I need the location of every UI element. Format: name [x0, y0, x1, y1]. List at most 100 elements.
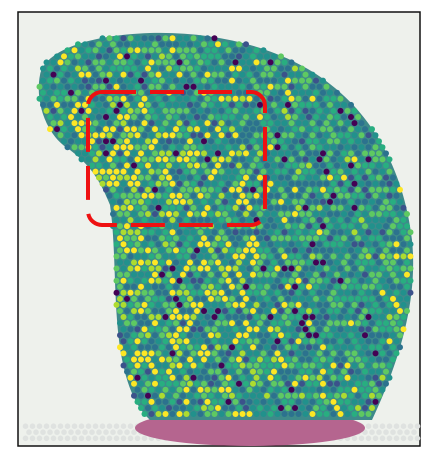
- spot: [159, 211, 165, 217]
- spot: [348, 320, 354, 326]
- spot: [296, 193, 302, 199]
- spot: [355, 332, 361, 338]
- spot: [271, 114, 277, 120]
- spot: [243, 163, 249, 169]
- spot: [128, 326, 134, 332]
- spot: [240, 72, 246, 78]
- spot: [121, 120, 127, 126]
- spot: [198, 96, 204, 102]
- spot: [236, 187, 242, 193]
- spot: [173, 272, 179, 278]
- spot: [359, 217, 365, 223]
- spot: [191, 169, 197, 175]
- spot: [303, 278, 309, 284]
- spot: [180, 53, 186, 59]
- spot: [306, 369, 312, 375]
- spot: [198, 35, 204, 41]
- empty-spot: [114, 436, 120, 442]
- spot: [187, 211, 193, 217]
- spot: [408, 253, 414, 259]
- spot: [320, 199, 326, 205]
- spot: [229, 296, 235, 302]
- spot: [324, 181, 330, 187]
- spot: [254, 266, 260, 272]
- spot: [408, 241, 414, 247]
- spot: [138, 163, 144, 169]
- spot: [320, 175, 326, 181]
- spot: [268, 72, 274, 78]
- spot: [247, 193, 253, 199]
- spot: [180, 41, 186, 47]
- spot: [264, 381, 270, 387]
- empty-spot: [103, 429, 109, 435]
- spot: [320, 90, 326, 96]
- spot: [82, 78, 88, 84]
- spot: [124, 357, 130, 363]
- spot: [338, 144, 344, 150]
- spot: [163, 338, 169, 344]
- spot: [380, 217, 386, 223]
- spot: [156, 47, 162, 53]
- spot: [58, 72, 64, 78]
- spot: [331, 387, 337, 393]
- spot: [114, 217, 120, 223]
- spot: [254, 59, 260, 65]
- spot: [121, 253, 127, 259]
- spot: [271, 393, 277, 399]
- spot: [236, 114, 242, 120]
- spot: [303, 217, 309, 223]
- spot: [121, 181, 127, 187]
- spot: [219, 387, 225, 393]
- spot: [142, 205, 148, 211]
- spot: [292, 138, 298, 144]
- spot: [338, 193, 344, 199]
- spot: [383, 344, 389, 350]
- spot: [117, 126, 123, 132]
- spot: [320, 260, 326, 266]
- spot: [170, 363, 176, 369]
- spot: [264, 344, 270, 350]
- spot: [387, 278, 393, 284]
- empty-spot: [408, 423, 414, 429]
- spot: [257, 211, 263, 217]
- spot: [121, 266, 127, 272]
- spot: [285, 102, 291, 108]
- spot: [289, 217, 295, 223]
- spot: [387, 363, 393, 369]
- spot: [156, 132, 162, 138]
- spot: [177, 72, 183, 78]
- spot: [261, 72, 267, 78]
- spot: [187, 126, 193, 132]
- spot: [310, 266, 316, 272]
- spot: [131, 138, 137, 144]
- spot: [215, 332, 221, 338]
- spot: [142, 338, 148, 344]
- spot: [135, 181, 141, 187]
- spot: [292, 187, 298, 193]
- spot: [205, 338, 211, 344]
- spot: [149, 290, 155, 296]
- spot: [149, 253, 155, 259]
- spot: [44, 59, 50, 65]
- spot: [156, 59, 162, 65]
- spot: [212, 96, 218, 102]
- spot: [124, 332, 130, 338]
- spot: [184, 375, 190, 381]
- spot: [128, 72, 134, 78]
- spot: [348, 344, 354, 350]
- spot: [219, 144, 225, 150]
- spot: [152, 381, 158, 387]
- spot: [145, 247, 151, 253]
- spot: [233, 290, 239, 296]
- spot: [149, 169, 155, 175]
- spot: [275, 302, 281, 308]
- spot: [156, 35, 162, 41]
- spot: [292, 66, 298, 72]
- spot: [142, 181, 148, 187]
- spot: [282, 205, 288, 211]
- spot: [383, 150, 389, 156]
- spot: [212, 59, 218, 65]
- spot: [303, 156, 309, 162]
- spot: [348, 138, 354, 144]
- spot: [198, 108, 204, 114]
